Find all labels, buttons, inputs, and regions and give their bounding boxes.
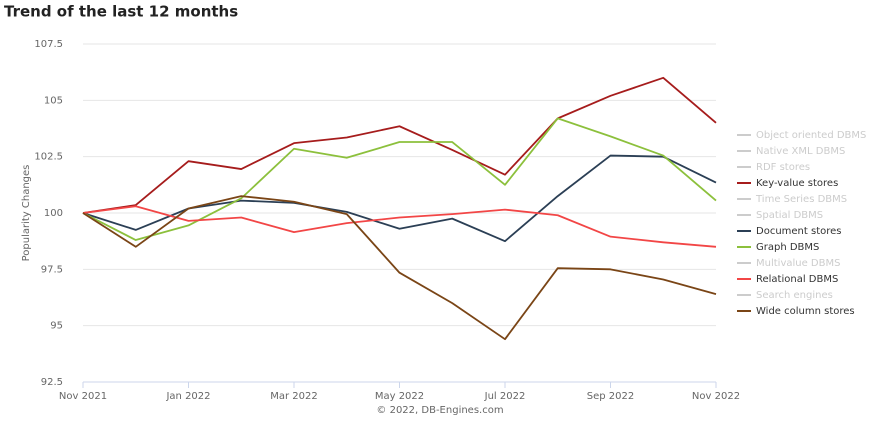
- credit: © 2022, DB-Engines.com: [376, 405, 503, 416]
- y-tick-label: 92.5: [41, 377, 63, 388]
- legend-label: RDF stores: [756, 162, 810, 173]
- series-line: [82, 205, 717, 248]
- x-tick-label: May 2022: [375, 391, 424, 402]
- series-line: [82, 76, 717, 214]
- x-tick-label: Jul 2022: [484, 391, 526, 402]
- y-tick-label: 95: [50, 321, 63, 332]
- legend-label: Object oriented DBMS: [756, 130, 866, 141]
- x-tick-label: Mar 2022: [270, 391, 318, 402]
- legend-label: Multivalue DBMS: [756, 258, 840, 269]
- x-tick-label: Jan 2022: [165, 391, 210, 402]
- legend-label: Time Series DBMS: [755, 194, 847, 205]
- y-axis-label: Popularity Changes: [21, 165, 32, 262]
- legend-label: Native XML DBMS: [756, 146, 845, 157]
- x-tick-label: Sep 2022: [587, 391, 634, 402]
- legend-label: Graph DBMS: [756, 242, 819, 253]
- y-tick-label: 97.5: [41, 264, 63, 275]
- legend-label: Search engines: [756, 290, 833, 301]
- legend-label: Relational DBMS: [756, 274, 838, 285]
- chart-title: Trend of the last 12 months: [4, 3, 238, 21]
- y-tick-label: 100: [44, 208, 63, 219]
- y-tick-label: 105: [44, 95, 63, 106]
- y-tick-label: 107.5: [34, 39, 63, 50]
- legend-label: Wide column stores: [756, 306, 855, 317]
- y-tick-label: 102.5: [34, 152, 63, 163]
- series-line: [82, 195, 717, 341]
- legend-label: Key-value stores: [756, 178, 838, 189]
- series-line: [82, 117, 717, 241]
- x-tick-label: Nov 2022: [692, 391, 740, 402]
- legend-label: Document stores: [756, 226, 842, 237]
- x-tick-label: Nov 2021: [59, 391, 107, 402]
- legend-label: Spatial DBMS: [756, 210, 823, 221]
